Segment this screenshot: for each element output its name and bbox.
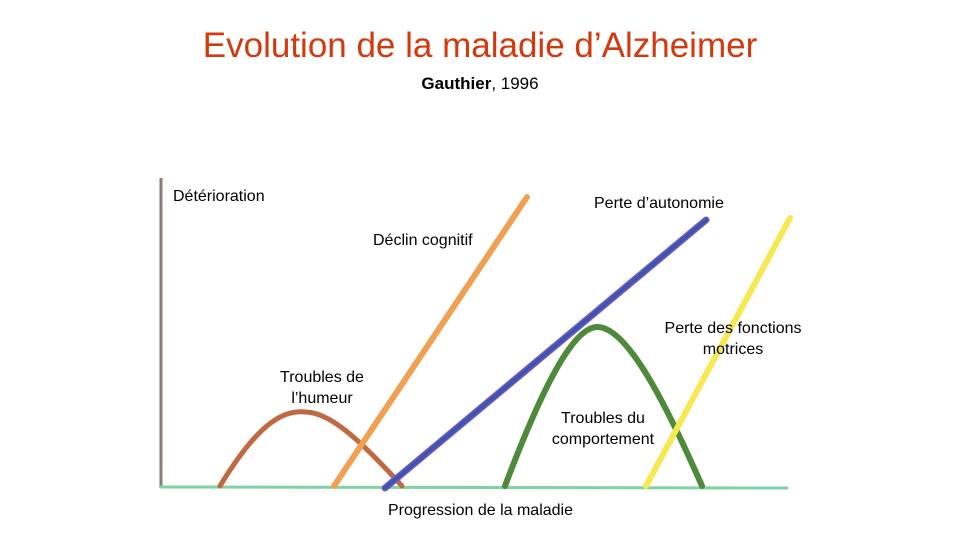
mood-label-line2: l’humeur: [291, 390, 353, 407]
behavior-label-line2: comportement: [551, 431, 655, 448]
mood-label-line1: Troubles de: [280, 369, 364, 386]
autonomy-line-core: [383, 218, 708, 490]
subtitle-year: , 1996: [491, 74, 539, 93]
cognitive-line: [331, 194, 530, 489]
motor-label: Perte des fonctions motrices: [648, 318, 818, 360]
motor-label-line1: Perte des fonctions: [664, 320, 802, 337]
mood-label: Troubles de l’humeur: [262, 367, 382, 409]
behavior-curve: [502, 323, 705, 489]
page-title: Evolution de la maladie d’Alzheimer: [202, 26, 758, 65]
subtitle-author: Gauthier: [421, 74, 492, 93]
y-axis-label: Détérioration: [173, 188, 265, 205]
x-axis: [159, 485, 789, 490]
behavior-label: Troubles du comportement: [538, 408, 668, 450]
x-axis-label: Progression de la maladie: [388, 502, 573, 519]
cognitive-label: Déclin cognitif: [373, 232, 473, 249]
autonomy-label: Perte d’autonomie: [594, 195, 724, 212]
mood-curve: [217, 409, 405, 489]
motor-line: [643, 215, 793, 489]
motor-label-line2: motrices: [702, 341, 764, 358]
behavior-label-line1: Troubles du: [561, 410, 645, 427]
page-subtitle: Gauthier, 1996: [0, 74, 960, 94]
